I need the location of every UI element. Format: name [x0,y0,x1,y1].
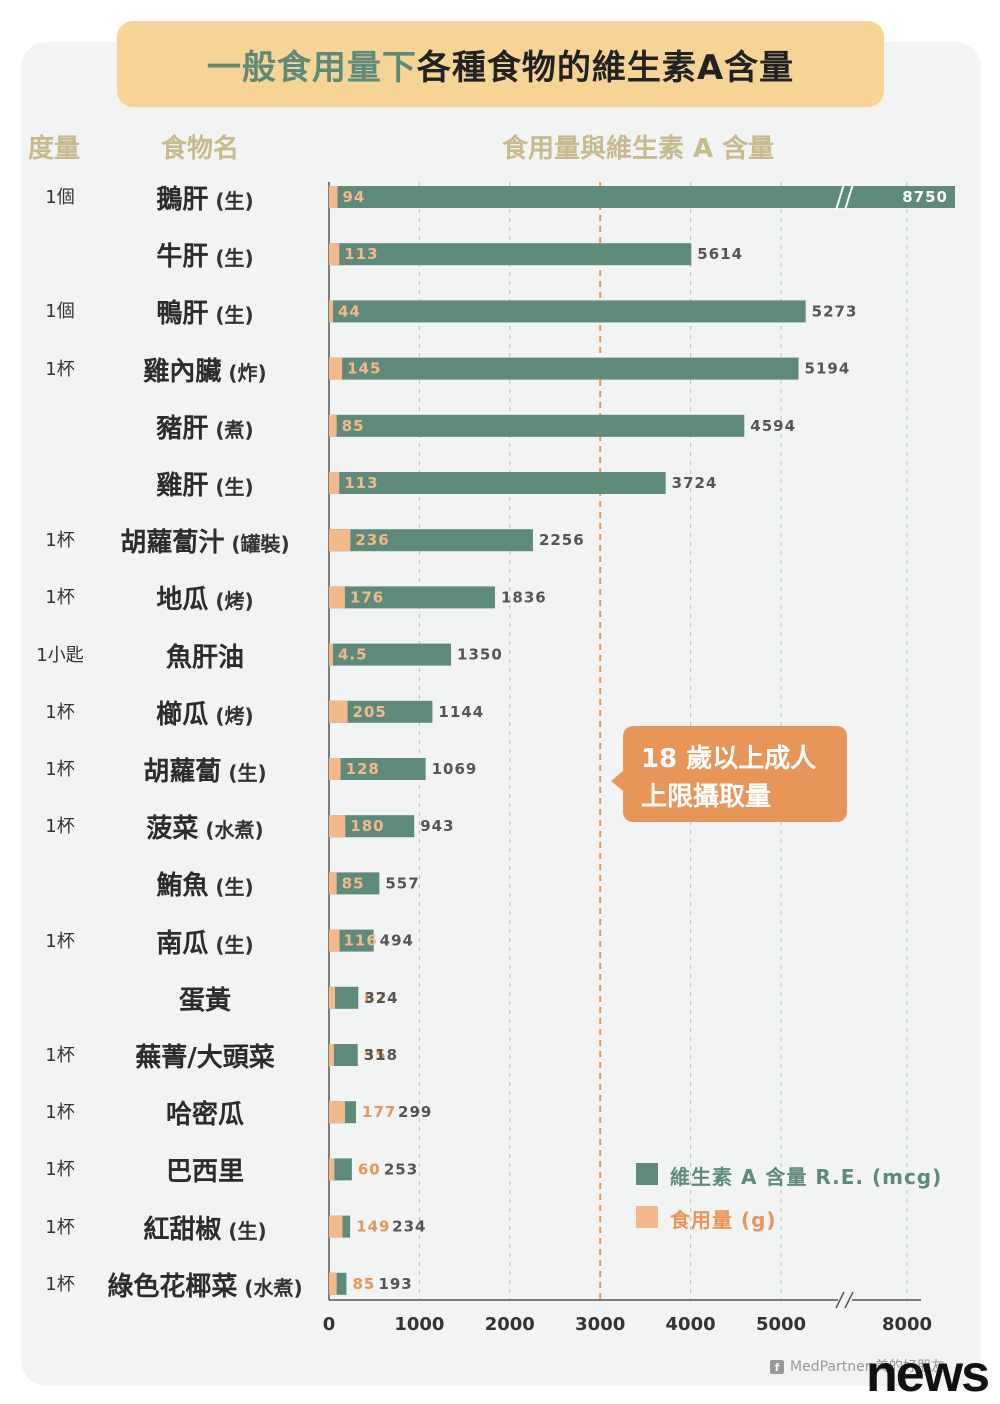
food-note: (生) [208,875,254,900]
food-label: 雞肝 (生) [92,465,318,502]
food-name: 牛肝 [156,242,209,273]
chart-panel [21,42,981,1386]
food-name: 巴西里 [165,1157,244,1188]
food-note: (生) [208,303,254,328]
title-part-2: 各種食物的維生素A含量 [416,47,795,88]
food-note: (生) [208,246,254,271]
credit-text: MedPartner 美的好朋友 [790,1359,945,1375]
food-name: 蕪菁/大頭菜 [135,1043,275,1073]
food-label: 紅甜椒 (生) [92,1209,318,1246]
food-name: 菠菜 [146,814,199,845]
food-note: (生) [208,475,254,499]
food-name: 南瓜 [156,928,209,959]
measure-label: 1杯 [45,759,75,780]
food-name: 蛋黃 [178,985,231,1016]
measure-label: 1杯 [45,1045,75,1066]
food-label: 豬肝 (煮) [92,408,318,445]
food-label: 綠色花椰菜 (水煮) [92,1266,318,1303]
food-label: 魚肝油 [92,637,318,674]
food-label: 胡蘿蔔汁 (罐裝) [92,522,318,559]
measure-label: 1杯 [45,1159,75,1181]
food-label: 胡蘿蔔 (生) [92,751,318,788]
food-note: (水煮) [237,1275,303,1300]
legend-label-vitamin: 維生素 A 含量 R.E. (mcg) [670,1165,943,1189]
header-food: 食物名 [161,134,240,164]
callout-line-1: 18 歲以上成人 [641,744,817,774]
food-name: 魚肝油 [165,642,244,673]
food-name: 雞肝 [156,471,209,501]
food-label: 蛋黃 [92,980,318,1017]
food-name: 胡蘿蔔 [143,757,222,787]
food-label: 菠菜 (水煮) [92,808,318,845]
food-label: 櫛瓜 (烤) [92,694,318,731]
food-label: 鵝肝 (生) [92,179,318,216]
food-name: 雞內臟 [143,356,222,387]
measure-label: 1杯 [45,930,75,952]
legend-swatch-amount [636,1206,658,1228]
measure-label: 1杯 [45,701,75,723]
watermark-logo: news [866,1345,990,1403]
legend-label-amount: 食用量 (g) [670,1208,777,1232]
food-label: 南瓜 (生) [92,923,318,960]
food-name: 鮪魚 [156,871,209,902]
food-label: 鴨肝 (生) [92,293,318,330]
measure-label: 1個 [45,187,75,208]
food-label: 蕪菁/大頭菜 [92,1037,318,1074]
measure-label: 1小匙 [36,644,84,666]
measure-label: 1杯 [45,1216,75,1238]
limit-callout: 18 歲以上成人 上限攝取量 [611,726,847,822]
measure-label: 1杯 [45,1273,75,1295]
food-name: 鴨肝 [156,299,209,330]
food-note: (生) [221,761,267,785]
title-part-1: 一般食用量下 [206,47,417,88]
food-name: 豬肝 [156,413,209,444]
measure-label: 1杯 [45,358,75,380]
food-label: 雞內臟 (炸) [92,351,318,388]
credit: f MedPartner 美的好朋友 [770,1356,945,1376]
food-label: 地瓜 (烤) [92,579,318,616]
food-name: 胡蘿蔔汁 [120,528,225,559]
chart-title: 一般食用量下 各種食物的維生素A含量 [117,21,884,107]
food-label: 牛肝 (生) [92,236,318,273]
facebook-icon: f [770,1360,784,1374]
header-measure: 度量 [28,134,81,164]
food-name: 綠色花椰菜 [107,1271,238,1302]
legend-swatch-vitamin [636,1163,658,1185]
food-note: (烤) [208,703,254,728]
food-note: (生) [221,1218,267,1243]
food-note: (水煮) [198,818,264,843]
callout-line-2: 上限攝取量 [641,782,772,812]
food-note: (烤) [208,589,254,614]
food-note: (生) [208,189,254,213]
measure-label: 1個 [45,301,75,323]
food-label: 巴西里 [92,1151,318,1188]
header-chart: 食用量與維生素 A 含量 [502,134,775,164]
measure-label: 1杯 [45,587,75,609]
food-name: 地瓜 [156,585,209,616]
food-note: (煮) [208,417,254,442]
food-name: 紅甜椒 [143,1214,222,1245]
food-name: 鵝肝 [156,185,209,215]
food-name: 櫛瓜 [156,699,209,730]
measure-label: 1杯 [45,530,75,552]
food-note: (生) [208,932,254,957]
food-name: 哈密瓜 [165,1100,244,1131]
food-label: 哈密瓜 [92,1094,318,1131]
food-note: (炸) [221,360,267,385]
food-note: (罐裝) [224,532,290,557]
food-label: 鮪魚 (生) [92,865,318,902]
measure-label: 1杯 [45,1102,75,1124]
measure-label: 1杯 [45,816,75,838]
